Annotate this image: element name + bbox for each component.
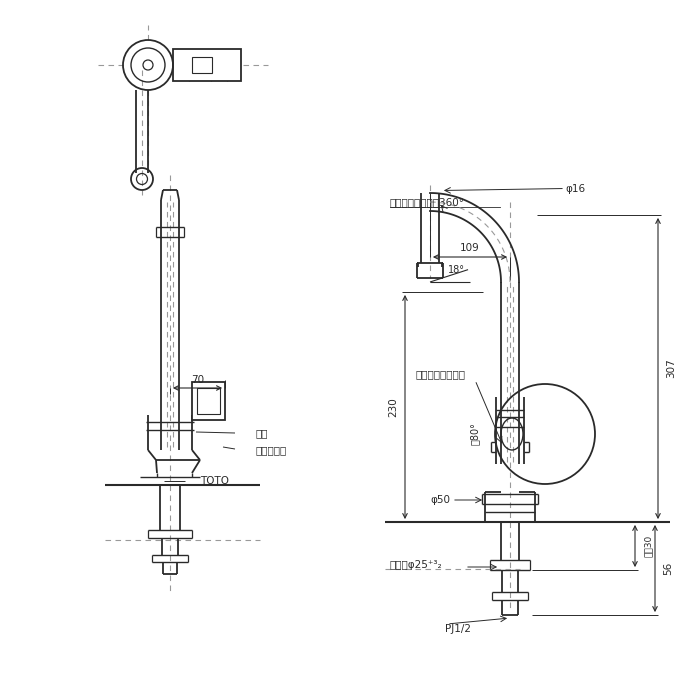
- Bar: [173, 49, 241, 81]
- Text: 230: 230: [388, 397, 398, 417]
- Text: 最大30: 最大30: [643, 535, 652, 557]
- Text: TOTO: TOTO: [200, 476, 229, 486]
- Text: 307: 307: [666, 358, 676, 379]
- Text: 終80°: 終80°: [470, 423, 480, 445]
- Bar: [192, 382, 225, 420]
- Text: 109: 109: [460, 243, 480, 253]
- Text: φ50: φ50: [430, 495, 450, 505]
- Text: 56: 56: [663, 562, 673, 575]
- Text: ハンドル回転觓度: ハンドル回転觓度: [415, 369, 465, 379]
- Text: アイボリー: アイボリー: [255, 445, 286, 455]
- Text: スパウト回転觓度360°: スパウト回転觓度360°: [390, 197, 465, 207]
- Text: PJ1/2: PJ1/2: [445, 624, 471, 634]
- Text: φ16: φ16: [565, 183, 585, 193]
- Text: 取付稴φ25⁺³₂: 取付稴φ25⁺³₂: [390, 560, 442, 570]
- Text: 18°: 18°: [448, 265, 465, 275]
- Bar: [197, 388, 220, 414]
- Text: 青色: 青色: [255, 428, 267, 438]
- Bar: [192, 57, 212, 73]
- Text: 70: 70: [191, 375, 204, 385]
